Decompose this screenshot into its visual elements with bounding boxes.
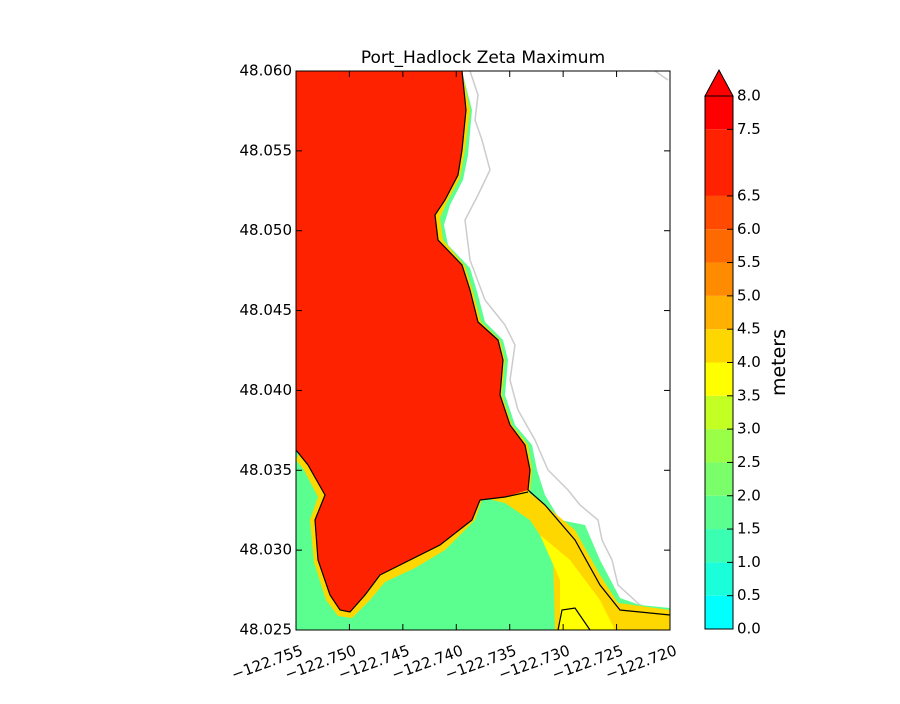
y-tick-label: 48.025 <box>240 621 293 639</box>
y-tick-label: 48.060 <box>240 62 293 80</box>
channel-yellow <box>540 535 615 630</box>
colorbar-tick-label: 1.0 <box>737 553 761 571</box>
coastline <box>296 449 481 613</box>
map-layer <box>296 71 670 630</box>
colorbar-band <box>705 562 733 596</box>
chart-title: Port_Hadlock Zeta Maximum <box>361 48 605 68</box>
y-tick-label: 48.035 <box>240 461 293 479</box>
channel-shallow <box>480 492 670 630</box>
coastline <box>479 491 529 501</box>
colorbar-band <box>705 529 733 563</box>
colorbar-tick-label: 6.0 <box>737 220 761 238</box>
deep-water <box>296 71 530 612</box>
colorbar-band <box>705 595 733 629</box>
colorbar-band <box>705 362 733 396</box>
colorbar-label: meters <box>768 329 790 396</box>
colorbar-tick-label: 0.0 <box>737 620 761 638</box>
colorbar-tick-label: 5.0 <box>737 286 761 304</box>
colorbar-band <box>705 295 733 330</box>
colorbar-band <box>705 395 733 430</box>
gray-contour <box>654 71 669 81</box>
colorbar-band <box>705 96 733 130</box>
gray-contour <box>464 71 670 616</box>
colorbar-tick-label: 3.0 <box>737 420 761 438</box>
y-tick-label: 48.040 <box>240 381 293 399</box>
colorbar-band <box>705 429 733 463</box>
y-tick-label: 48.045 <box>240 301 293 319</box>
colorbar-tick-label: 6.5 <box>737 186 761 204</box>
colorbar-tick-label: 1.5 <box>737 520 761 538</box>
colorbar-tick-label: 4.0 <box>737 353 761 371</box>
colorbar-tick-label: 3.5 <box>737 386 761 404</box>
coastline <box>557 607 591 630</box>
colorbar-tick-label: 2.0 <box>737 486 761 504</box>
colorbar-extend <box>704 68 734 97</box>
colorbar-tick-label: 0.5 <box>737 586 761 604</box>
y-tick-label: 48.050 <box>240 221 293 239</box>
colorbar-tick-label: 5.5 <box>737 253 761 271</box>
colorbar-band <box>705 462 733 496</box>
colorbar-tick-label: 2.5 <box>737 453 761 471</box>
colorbar-tick-label: 4.5 <box>737 320 761 338</box>
coastline <box>434 71 670 616</box>
colorbar-band <box>705 329 733 363</box>
colorbar-band <box>705 262 733 296</box>
colorbar-band <box>705 129 733 196</box>
colorbar-band <box>705 195 733 230</box>
axes-frame <box>295 70 671 631</box>
y-tick-label: 48.030 <box>240 541 293 559</box>
colorbar-tick-label: 8.0 <box>737 87 761 105</box>
colorbar-band <box>705 495 733 530</box>
y-tick-label: 48.055 <box>240 141 293 159</box>
colorbar-band <box>705 229 733 263</box>
colorbar-tick-label: 7.5 <box>737 120 761 138</box>
